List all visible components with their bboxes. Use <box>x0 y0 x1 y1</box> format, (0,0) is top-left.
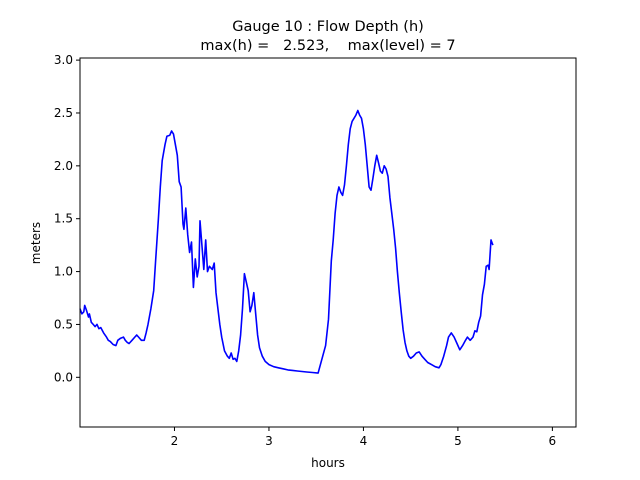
x-tick-label: 2 <box>171 434 179 448</box>
y-tick-label: 3.0 <box>54 53 73 67</box>
y-tick-label: 0.0 <box>54 370 73 384</box>
plot-area <box>79 109 494 374</box>
plot-frame <box>79 57 577 428</box>
y-tick-label: 2.5 <box>54 106 73 120</box>
x-axis: 2 3 4 5 6 <box>171 427 557 448</box>
y-tick-label: 2.0 <box>54 159 73 173</box>
y-axis: 0.0 0.5 1.0 1.5 2.0 2.5 3.0 <box>54 53 80 384</box>
y-tick-label: 1.0 <box>54 265 73 279</box>
series-line-0 <box>79 109 494 374</box>
x-tick-label: 5 <box>454 434 462 448</box>
y-tick-label: 0.5 <box>54 317 73 331</box>
chart-title: Gauge 10 : Flow Depth (h) <box>232 19 424 35</box>
y-tick-label: 1.5 <box>54 212 73 226</box>
x-tick-label: 3 <box>265 434 273 448</box>
chart-subtitle: max(h) = 2.523, max(level) = 7 <box>200 38 455 54</box>
y-axis-label: meters <box>29 222 43 264</box>
x-axis-label: hours <box>311 456 345 470</box>
x-tick-label: 6 <box>549 434 557 448</box>
x-tick-label: 4 <box>360 434 368 448</box>
